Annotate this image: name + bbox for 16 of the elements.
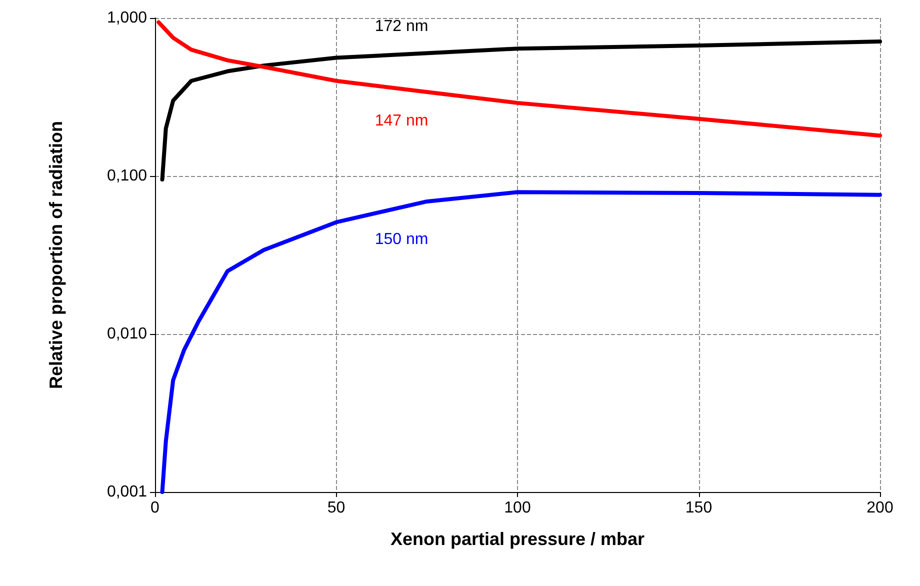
series-label: 150 nm bbox=[374, 230, 428, 248]
y-tick-label: 0,100 bbox=[106, 168, 148, 184]
y-axis-title: Relative proportion of radiation bbox=[46, 120, 66, 390]
x-tick-label: 0 bbox=[150, 500, 160, 516]
x-axis-title: Xenon partial pressure / mbar bbox=[390, 529, 645, 549]
x-tick-label: 50 bbox=[327, 500, 346, 516]
y-tick-label: 0,010 bbox=[106, 326, 148, 342]
x-tick-label: 150 bbox=[685, 500, 712, 516]
y-tick-label: 1,000 bbox=[106, 10, 148, 26]
line-series bbox=[160, 40, 882, 182]
y-tick-label: 0,001 bbox=[106, 484, 148, 500]
series-label: 172 nm bbox=[374, 18, 428, 35]
series-label: 147 nm bbox=[374, 112, 428, 130]
x-tick-label: 200 bbox=[866, 500, 894, 516]
x-tick-label: 100 bbox=[504, 500, 531, 516]
line-series bbox=[160, 190, 882, 494]
